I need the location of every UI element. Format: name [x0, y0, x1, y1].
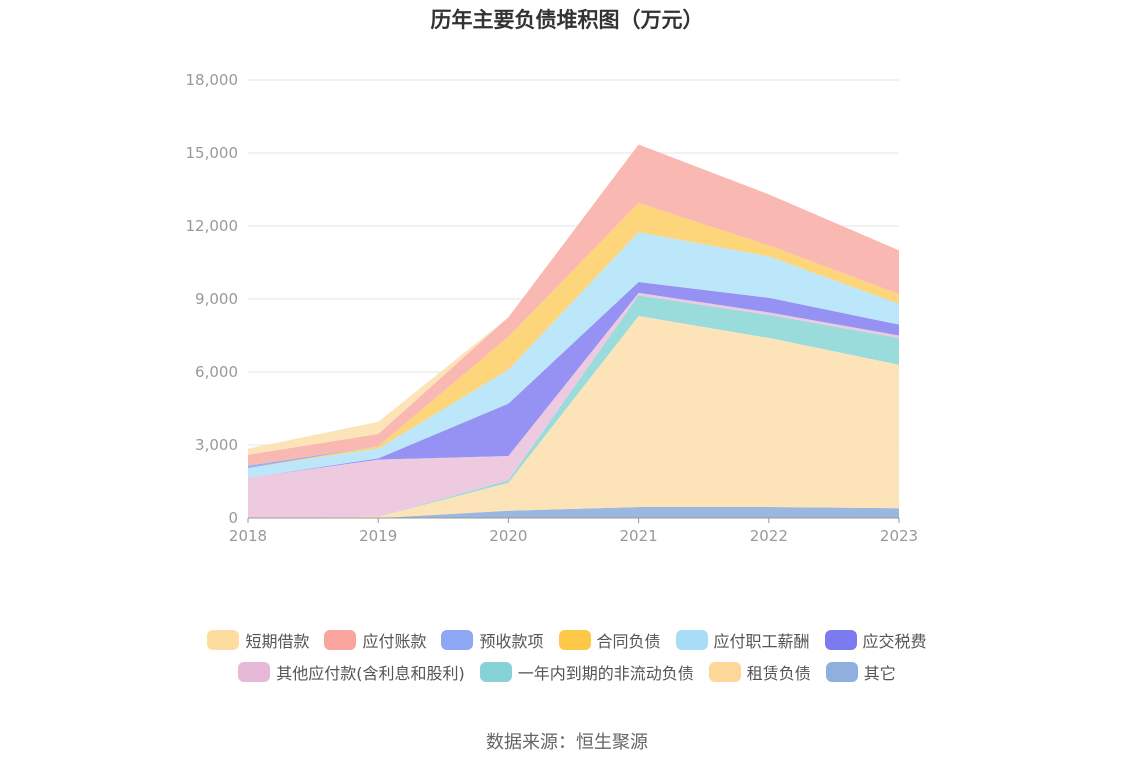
- legend-label: 预收款项: [479, 632, 544, 651]
- legend-item[interactable]: 应付职工薪酬: [675, 628, 810, 652]
- area-series: [248, 144, 899, 518]
- legend-item[interactable]: 应交税费: [824, 628, 927, 652]
- legend-label: 应付职工薪酬: [713, 632, 810, 651]
- y-axis-ticks: 0 3,000 6,000 9,000 12,000 15,000 18,000: [186, 71, 239, 527]
- legend-row-1: 短期借款 应付账款 预收款项 合同负债 应付职工薪酬 应交税费: [207, 628, 927, 652]
- x-tick-label: 2022: [750, 527, 788, 545]
- legend: 短期借款 应付账款 预收款项 合同负债 应付职工薪酬 应交税费 其他应付款(含利息和股利)…: [0, 628, 1134, 684]
- y-tick-label: 6,000: [195, 363, 238, 381]
- area-series-1[interactable]: [248, 316, 899, 518]
- legend-item[interactable]: 其它: [825, 660, 896, 684]
- x-tick-label: 2023: [880, 527, 918, 545]
- legend-label: 一年内到期的非流动负债: [517, 664, 694, 683]
- x-axis: 2018 2019 2020 2021 2022 2023: [229, 517, 918, 545]
- y-tick-label: 3,000: [195, 436, 238, 454]
- legend-swatch: [324, 630, 357, 650]
- y-tick-label: 0: [228, 509, 238, 527]
- y-tick-label: 12,000: [186, 217, 239, 235]
- legend-label: 其它: [863, 664, 896, 683]
- legend-item[interactable]: 一年内到期的非流动负债: [479, 660, 694, 684]
- area-series-3[interactable]: [248, 292, 899, 518]
- legend-swatch: [207, 630, 240, 650]
- x-tick-label: 2018: [229, 527, 267, 545]
- legend-swatch: [824, 630, 857, 650]
- legend-swatch: [708, 662, 741, 682]
- legend-swatch: [441, 630, 474, 650]
- legend-label: 合同负债: [596, 632, 661, 651]
- area-series-0[interactable]: [248, 507, 899, 518]
- legend-label: 租赁负债: [746, 664, 811, 683]
- legend-item[interactable]: 应付账款: [324, 628, 426, 652]
- x-tick-label: 2020: [489, 527, 527, 545]
- area-series-8[interactable]: [248, 144, 899, 466]
- legend-item[interactable]: 其他应付款(含利息和股利): [238, 660, 465, 684]
- legend-label: 应交税费: [862, 632, 927, 651]
- legend-row-2: 其他应付款(含利息和股利) 一年内到期的非流动负债 租赁负债 其它: [238, 660, 896, 684]
- y-tick-label: 15,000: [186, 144, 239, 162]
- legend-item[interactable]: 租赁负债: [708, 660, 811, 684]
- legend-item[interactable]: 短期借款: [207, 628, 309, 652]
- legend-label: 应付账款: [362, 632, 427, 651]
- legend-item[interactable]: 合同负债: [558, 628, 661, 652]
- legend-swatch: [675, 630, 708, 650]
- chart-title: 历年主要负债堆积图（万元）: [430, 8, 704, 32]
- x-tick-label: 2021: [620, 527, 658, 545]
- legend-item[interactable]: 预收款项: [441, 628, 544, 652]
- legend-label: 其他应付款(含利息和股利): [276, 664, 465, 683]
- data-source-note: 数据来源：恒生聚源: [486, 732, 648, 753]
- legend-swatch: [238, 662, 271, 682]
- legend-swatch: [825, 662, 858, 682]
- x-tick-label: 2019: [359, 527, 397, 545]
- area-series-5[interactable]: [248, 232, 899, 478]
- y-tick-label: 18,000: [186, 71, 239, 89]
- legend-swatch: [479, 662, 512, 682]
- legend-label: 短期借款: [245, 632, 310, 651]
- legend-swatch: [558, 630, 591, 650]
- y-tick-label: 9,000: [195, 290, 238, 308]
